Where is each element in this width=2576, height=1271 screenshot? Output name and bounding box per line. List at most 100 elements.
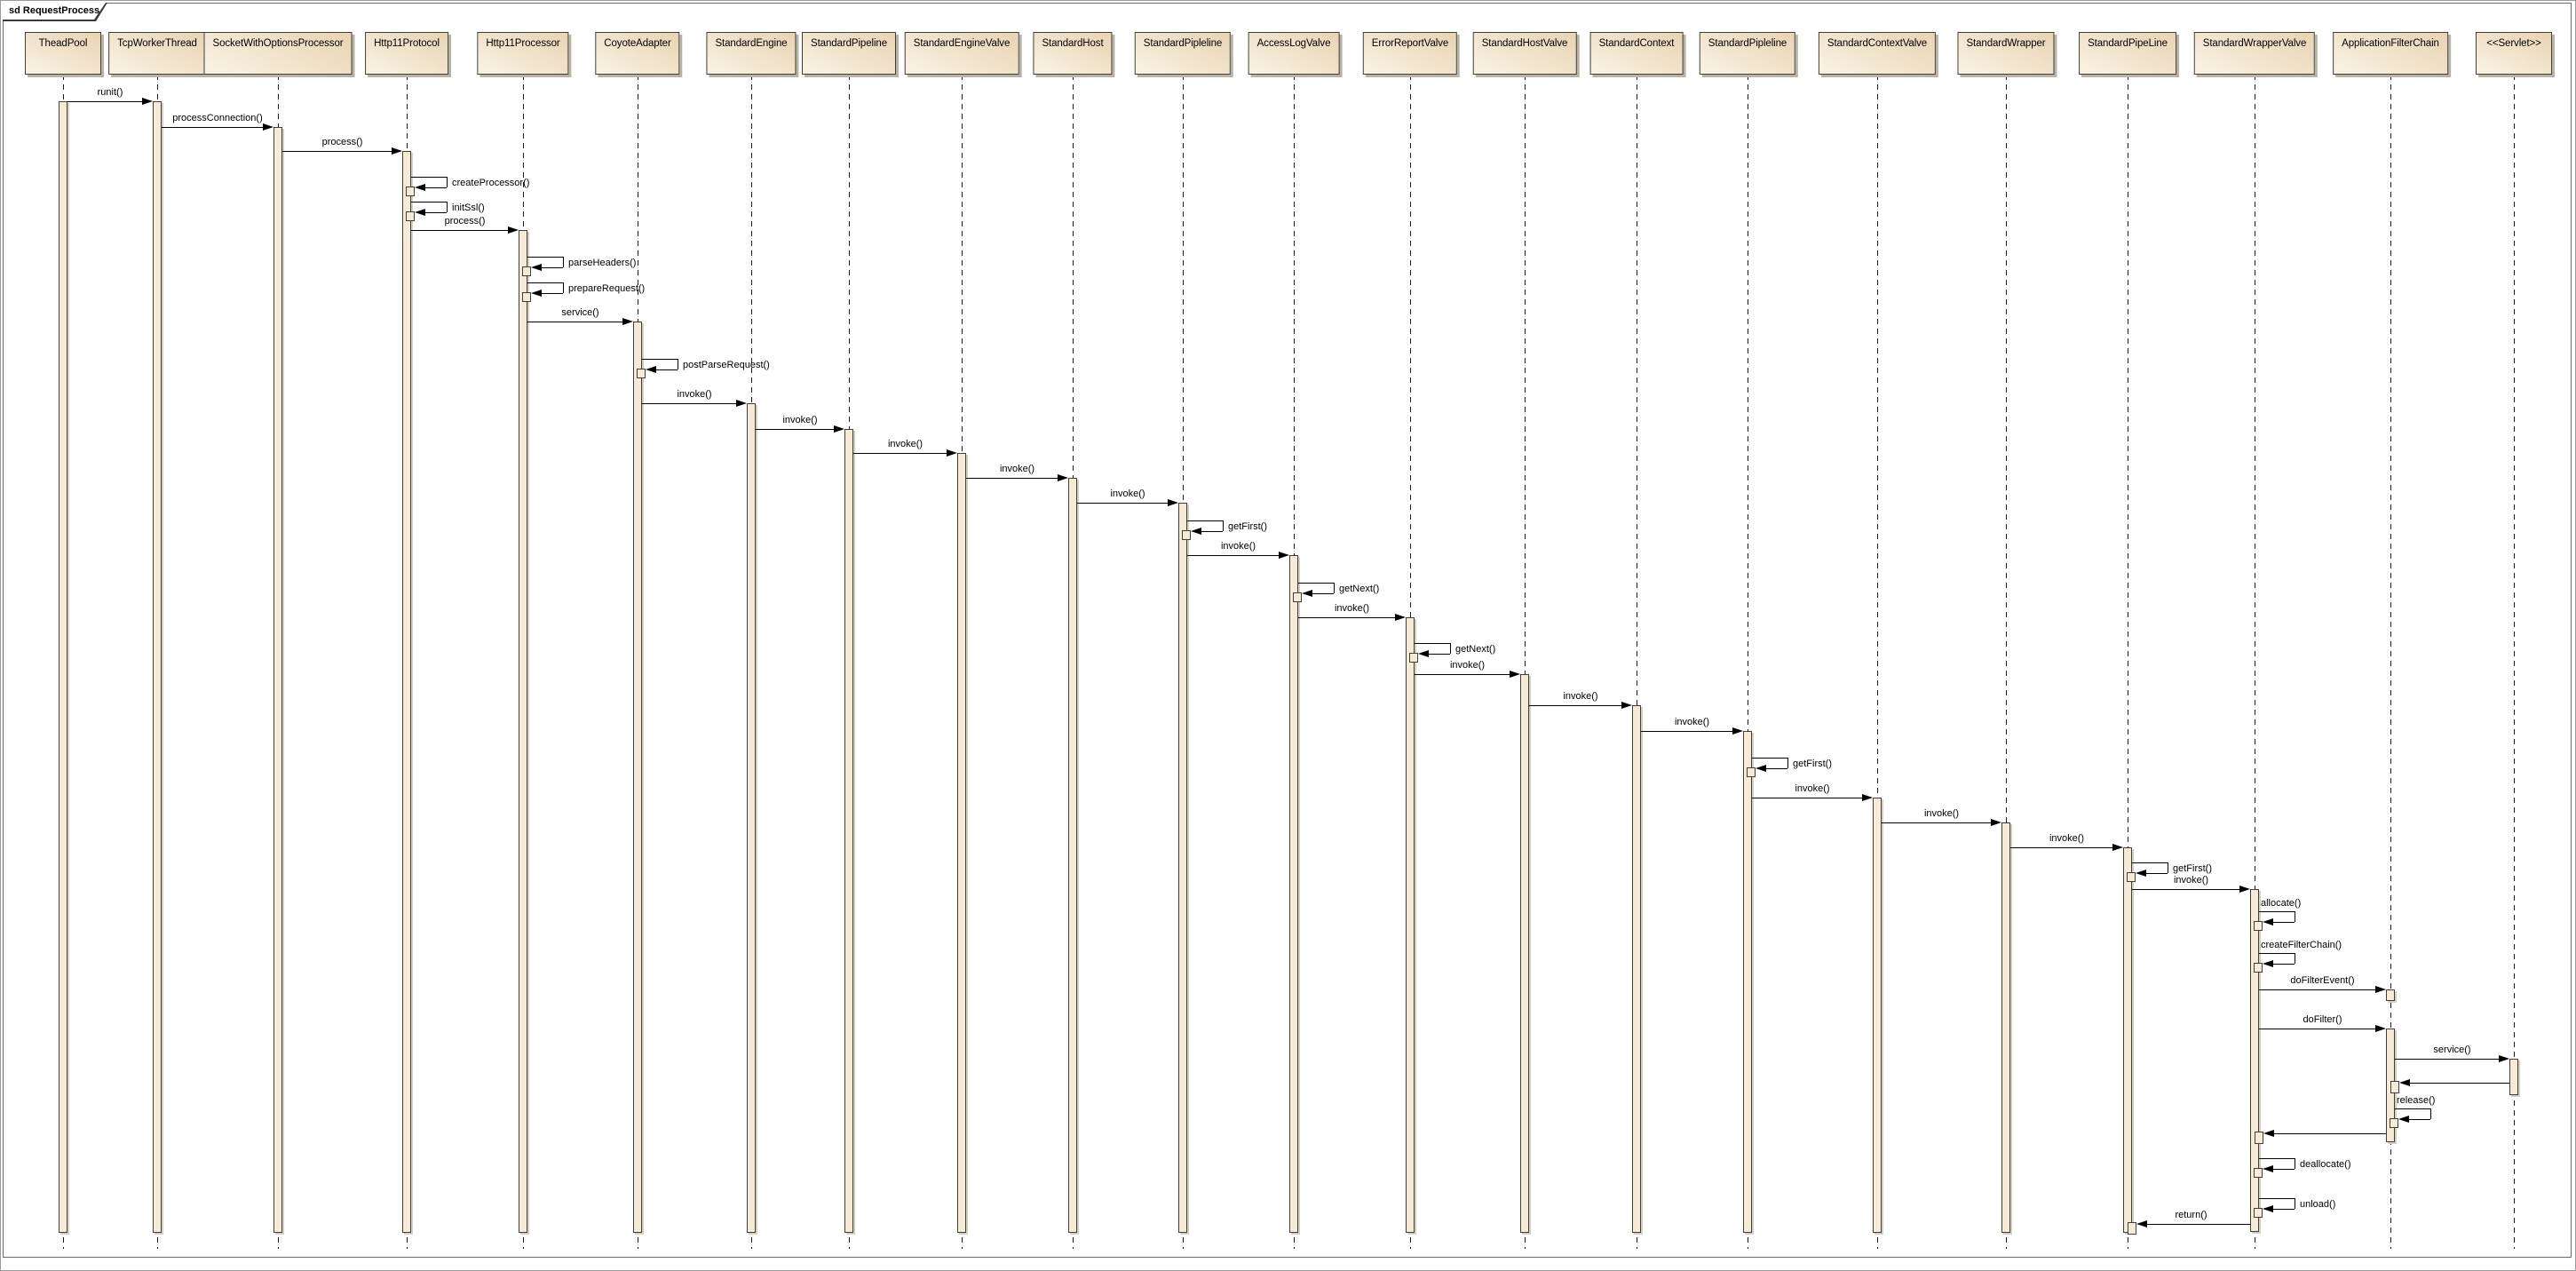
message-label-getfirst-27: getFirst() (2173, 863, 2212, 874)
self-loop-side-parseheaders-6 (563, 257, 564, 267)
lifeline-header-theadpool: TheadPool (25, 32, 101, 75)
self-loop-bottom-initssl-4 (425, 212, 447, 213)
message-arrowhead-process-5 (508, 226, 519, 234)
self-loop-side-preparerequest-7 (563, 282, 564, 293)
message-label-postparserequest-9: postParseRequest() (683, 360, 770, 370)
self-loop-bottom-release-35 (2409, 1119, 2430, 1120)
activation-bar-standardhost (1068, 478, 1077, 1233)
lifeline-header-standardpipleline: StandardPipleline (1699, 32, 1796, 75)
message-arrowhead-return-34 (2399, 1079, 2410, 1086)
self-loop-top-getfirst-27 (2132, 862, 2168, 863)
message-arrowhead-invoke-20 (1510, 671, 1520, 678)
lifeline-line-servlet (2513, 75, 2515, 1249)
diagram-frame-border (3, 3, 2572, 1258)
self-loop-top-createprocessor-3 (411, 177, 447, 178)
lifeline-line-standardwrapper (2005, 75, 2007, 1249)
message-arrowhead-createprocessor-3 (415, 184, 425, 191)
message-arrowhead-processconnection-1 (263, 123, 273, 131)
lifeline-header-standardwrappervalve: StandardWrapperValve (2193, 32, 2316, 75)
activation-bar-socketwithoptionsprocessor (273, 127, 282, 1233)
message-arrowhead-return-39 (2136, 1220, 2147, 1227)
message-arrowhead-release-35 (2398, 1116, 2409, 1123)
self-loop-top-release-35 (2395, 1108, 2430, 1109)
self-loop-bottom-parseheaders-6 (542, 267, 563, 268)
message-arrowhead-invoke-21 (1621, 702, 1632, 709)
lifeline-header-http11processor: Http11Processor (477, 32, 569, 75)
message-label-invoke-20: invoke() (1449, 660, 1486, 671)
activation-bar-standardengine (747, 403, 756, 1233)
lifeline-header-coyoteadapter: CoyoteAdapter (595, 32, 680, 75)
message-arrowhead-deallocate-37 (2263, 1165, 2273, 1172)
message-label-invoke-24: invoke() (1795, 783, 1830, 794)
self-loop-side-release-35 (2430, 1108, 2431, 1119)
message-line-invoke-26 (2010, 847, 2114, 848)
message-label-parseheaders-6: parseHeaders() (568, 258, 637, 268)
self-loop-bottom-getfirst-23 (1766, 768, 1787, 769)
activation-bar-applicationfilterchain (2386, 989, 2395, 1001)
self-loop-side-getfirst-15 (1223, 520, 1224, 531)
self-loop-bottom-createprocessor-3 (425, 187, 447, 188)
self-loop-top-getnext-19 (1415, 643, 1450, 644)
message-line-invoke-22 (1641, 731, 1734, 732)
message-label-invoke-18: invoke() (1334, 603, 1370, 614)
message-line-invoke-21 (1529, 705, 1623, 706)
message-arrowhead-allocate-29 (2263, 918, 2273, 925)
message-line-invoke-18 (1298, 617, 1397, 618)
nested-activation-return-36 (2255, 1132, 2263, 1144)
lifeline-header-standardcontextvalve: StandardContextValve (1818, 32, 1937, 75)
activation-bar-servlet (2509, 1059, 2518, 1095)
self-loop-bottom-getnext-19 (1429, 654, 1450, 655)
self-loop-top-getnext-17 (1298, 583, 1334, 584)
lifeline-header-standardhostvalve: StandardHostValve (1472, 32, 1577, 75)
lifeline-header-errorreportvalve: ErrorReportValve (1362, 32, 1458, 75)
activation-bar-accesslogvalve (1289, 555, 1298, 1233)
activation-bar-standardpipleline (1178, 503, 1187, 1233)
message-line-invoke-16 (1187, 555, 1280, 556)
message-label-release-35: release() (2397, 1095, 2436, 1106)
lifeline-header-standardpipeline: StandardPipeline (802, 32, 896, 75)
message-line-dofilterevent-31 (2259, 989, 2377, 990)
self-loop-bottom-deallocate-37 (2273, 1169, 2295, 1170)
self-loop-top-parseheaders-6 (527, 257, 563, 258)
message-line-processconnection-1 (162, 127, 265, 128)
message-arrowhead-service-8 (622, 318, 633, 325)
message-label-process-2: process() (321, 137, 363, 147)
activation-bar-standardwrappervalve (2250, 889, 2259, 1232)
message-line-invoke-12 (853, 453, 948, 454)
lifeline-line-standardcontextvalve (1876, 75, 1878, 1249)
activation-bar-standardhostvalve (1520, 674, 1529, 1233)
message-arrowhead-invoke-26 (2112, 844, 2123, 851)
activation-bar-standardpipeline (2123, 847, 2132, 1233)
message-arrowhead-unload-38 (2263, 1205, 2273, 1212)
message-line-invoke-20 (1415, 674, 1511, 675)
self-loop-bottom-preparerequest-7 (542, 293, 563, 294)
self-loop-side-initssl-4 (447, 202, 448, 212)
message-label-invoke-26: invoke() (2049, 833, 2085, 844)
lifeline-header-servlet: <<Servlet>> (2476, 32, 2552, 75)
message-label-invoke-28: invoke() (2173, 875, 2209, 886)
message-label-preparerequest-7: prepareRequest() (568, 283, 646, 294)
message-arrowhead-getfirst-15 (1191, 528, 1201, 535)
message-label-processconnection-1: processConnection() (172, 113, 263, 123)
message-line-runit-0 (67, 101, 144, 102)
self-loop-side-getnext-19 (1450, 643, 1451, 654)
message-arrowhead-parseheaders-6 (531, 264, 542, 271)
nested-activation-getnext-19 (1409, 653, 1418, 663)
nested-activation-initssl-4 (406, 211, 415, 221)
message-line-process-5 (411, 230, 510, 231)
lifeline-header-accesslogvalve: AccessLogValve (1248, 32, 1340, 75)
lifeline-header-applicationfilterchain: ApplicationFilterChain (2333, 32, 2448, 75)
nested-activation-preparerequest-7 (522, 292, 531, 302)
activation-bar-http11processor (519, 230, 527, 1233)
message-arrowhead-getnext-17 (1302, 590, 1312, 597)
message-label-getfirst-15: getFirst() (1228, 521, 1267, 532)
activation-bar-coyoteadapter (633, 322, 642, 1233)
lifeline-header-http11protocol: Http11Protocol (365, 32, 448, 75)
self-loop-bottom-unload-38 (2273, 1209, 2295, 1210)
nested-activation-getfirst-15 (1182, 530, 1191, 540)
activation-bar-standardenginevalve (957, 453, 966, 1233)
diagram-frame-tab: sd RequestProcess (3, 3, 107, 21)
nested-activation-createprocessor-3 (406, 187, 415, 196)
message-arrowhead-dofilter-32 (2375, 1025, 2386, 1032)
